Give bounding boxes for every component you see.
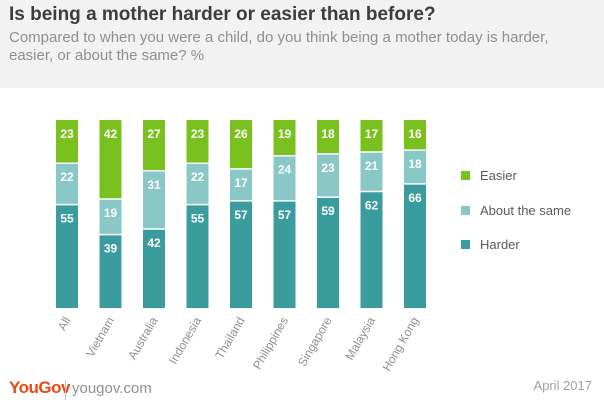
data-label: 18 xyxy=(321,127,335,141)
chart-subtitle: Compared to when you were a child, do yo… xyxy=(9,29,549,64)
bar-segment-harder xyxy=(404,183,426,308)
legend-swatch-harder xyxy=(461,240,470,249)
bar-group-singapore: 59 23 18 xyxy=(317,120,339,308)
footer-url: yougov.com xyxy=(72,380,152,397)
data-label: 16 xyxy=(408,127,422,141)
bar-segment-about-the-same xyxy=(99,198,122,235)
data-label: 42 xyxy=(147,236,161,250)
category-label: Philippines xyxy=(250,315,291,372)
bar-group-vietnam: 39 19 42 xyxy=(99,120,122,308)
data-label: 18 xyxy=(408,157,422,171)
data-label: 26 xyxy=(234,127,248,141)
bar-segment-harder xyxy=(56,204,78,308)
bar-segment-harder xyxy=(99,234,122,308)
bar-segment-easier xyxy=(273,120,296,156)
legend-swatch-easier xyxy=(461,171,470,180)
bar-group-all: 55 22 23 xyxy=(56,120,78,308)
data-label: 57 xyxy=(234,208,248,222)
data-label: 19 xyxy=(104,206,118,220)
data-label: 66 xyxy=(408,191,422,205)
data-label: 39 xyxy=(104,242,118,256)
bar-segment-easier xyxy=(56,120,78,164)
data-label: 22 xyxy=(60,170,74,184)
data-label: 19 xyxy=(278,127,292,141)
data-label: 23 xyxy=(191,127,205,141)
bar-segment-easier xyxy=(317,120,339,154)
header-band: Is being a mother harder or easier than … xyxy=(0,0,604,88)
bar-segment-harder xyxy=(143,229,165,308)
data-label: 24 xyxy=(278,163,292,177)
data-label: 17 xyxy=(234,176,248,190)
data-label: 27 xyxy=(147,127,161,141)
bar-segment-harder xyxy=(317,197,339,308)
bar-segment-about-the-same xyxy=(230,168,252,201)
bar-segment-about-the-same xyxy=(360,151,383,192)
legend-swatch-about-the-same xyxy=(461,206,470,215)
bar-segment-harder xyxy=(186,204,209,308)
bar-group-australia: 42 31 27 xyxy=(143,120,165,308)
bar-group-indonesia: 55 22 23 xyxy=(186,120,209,308)
category-label: Hong Kong xyxy=(379,315,421,374)
bar-group-philippines: 57 24 19 xyxy=(273,120,296,308)
category-label: Australia xyxy=(125,314,161,362)
bar-segment-easier xyxy=(360,120,383,152)
legend-label: Easier xyxy=(480,168,518,183)
data-label: 23 xyxy=(321,161,335,175)
footer-divider xyxy=(65,380,66,400)
category-label: Malaysia xyxy=(342,314,378,362)
footer-date: April 2017 xyxy=(533,378,592,393)
bar-group-thailand: 57 17 26 xyxy=(230,120,252,308)
bar-group-hong-kong: 66 18 16 xyxy=(404,120,426,308)
bar-segment-about-the-same xyxy=(143,170,165,230)
bar-group-malaysia: 62 21 17 xyxy=(360,120,383,308)
bar-segment-harder xyxy=(230,200,252,308)
category-label: Indonesia xyxy=(166,314,204,366)
data-label: 42 xyxy=(104,127,118,141)
bar-segment-easier xyxy=(404,120,426,151)
legend-label: About the same xyxy=(480,203,571,218)
data-label: 55 xyxy=(191,212,205,226)
bar-segment-easier xyxy=(99,120,122,199)
bar-segment-about-the-same xyxy=(56,163,78,205)
data-label: 57 xyxy=(278,208,292,222)
bar-segment-easier xyxy=(186,120,209,164)
data-label: 17 xyxy=(365,127,379,141)
data-label: 21 xyxy=(365,159,379,173)
legend-label: Harder xyxy=(480,237,520,252)
category-label: Vietnam xyxy=(83,315,117,360)
bar-segment-harder xyxy=(273,200,296,308)
bar-segment-about-the-same xyxy=(317,153,339,198)
category-label: All xyxy=(55,315,74,334)
chart-title: Is being a mother harder or easier than … xyxy=(9,4,436,25)
yougov-logo: YouGov xyxy=(9,378,70,397)
category-label: Thailand xyxy=(212,315,247,362)
bar-segment-easier xyxy=(143,120,165,171)
data-label: 55 xyxy=(60,212,74,226)
bar-segment-about-the-same xyxy=(404,150,426,184)
bar-segment-about-the-same xyxy=(186,163,209,205)
data-label: 59 xyxy=(321,204,335,218)
data-label: 23 xyxy=(60,127,74,141)
bar-segment-harder xyxy=(360,191,383,308)
data-label: 31 xyxy=(147,178,161,192)
bar-segment-easier xyxy=(230,120,252,169)
data-label: 22 xyxy=(191,170,205,184)
data-label: 62 xyxy=(365,198,379,212)
category-label: Singapore xyxy=(295,314,335,369)
bar-segment-about-the-same xyxy=(273,155,296,201)
